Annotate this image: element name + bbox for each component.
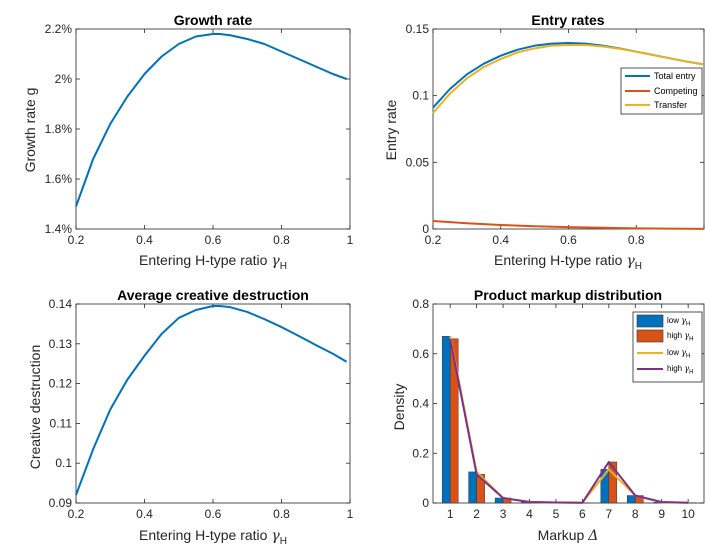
y-tick-label: 1.6% (45, 172, 73, 186)
x-tick-label: 10 (681, 507, 695, 521)
legend: low γH high γH low γH high γH (633, 312, 702, 382)
x-tick-label: 1 (347, 507, 354, 521)
x-tick-label: 1 (447, 507, 454, 521)
y-axis-label: Density (391, 384, 407, 431)
y-tick-label: 0.11 (50, 416, 73, 430)
y-axis-label: Creative destruction (27, 345, 43, 470)
x-tick-label: 4 (526, 507, 533, 521)
y-tick-label: 0.1 (412, 89, 429, 103)
y-axis-label: Growth rate g (22, 88, 38, 173)
x-tick-label: 0.8 (273, 507, 290, 521)
x-tick-label: 0.8 (628, 233, 645, 247)
x-tick-label: 0.4 (136, 507, 153, 521)
x-tick-label: 6 (579, 507, 586, 521)
x-tick-label: 2 (473, 507, 480, 521)
x-axis-label: Entering H-type ratio γH (139, 527, 287, 545)
x-tick-label: 8 (632, 507, 639, 521)
bar-low (495, 498, 503, 503)
legend-label: Transfer (654, 100, 687, 110)
y-tick-label: 0.6 (412, 347, 429, 361)
y-tick-label: 0.8 (412, 297, 429, 311)
x-tick-label: 7 (605, 507, 612, 521)
legend-swatch-low-bar (637, 315, 663, 327)
x-tick-label: 9 (658, 507, 665, 521)
y-tick-label: 1.4% (45, 222, 73, 236)
y-tick-label: 0 (422, 496, 429, 510)
y-tick-label: 2% (55, 72, 73, 86)
y-tick-label: 0.14 (49, 297, 73, 311)
legend-label: Competing (654, 86, 698, 96)
bar-low (627, 496, 635, 503)
y-tick-label: 0.4 (412, 397, 429, 411)
x-tick-label: 1 (347, 233, 354, 247)
panel-title: Product markup distribution (474, 287, 662, 303)
x-tick-label: 0.6 (205, 233, 222, 247)
x-tick-label: 0.4 (136, 233, 153, 247)
y-tick-label: 1.8% (45, 122, 73, 136)
legend-label: Total entry (654, 71, 696, 81)
legend-swatch-high-bar (637, 330, 663, 342)
x-tick-label: 0.4 (492, 233, 509, 247)
x-tick-label: 0.6 (560, 233, 577, 247)
legend: Total entry Competing Transfer (621, 68, 702, 114)
y-tick-label: 0.13 (49, 337, 73, 351)
bar-low (469, 472, 477, 503)
bar-low (442, 336, 450, 503)
panel-title: Growth rate (174, 12, 253, 28)
panel-title: Entry rates (531, 12, 604, 28)
x-tick-label: 0.6 (205, 507, 222, 521)
y-tick-label: 0.15 (406, 22, 430, 36)
y-tick-label: 0.12 (49, 377, 73, 391)
y-tick-label: 0 (422, 222, 429, 236)
x-tick-label: 5 (553, 507, 560, 521)
y-tick-label: 0.2 (412, 446, 429, 460)
y-tick-label: 0.1 (55, 456, 72, 470)
x-tick-label: 3 (500, 507, 507, 521)
y-tick-label: 2.2% (45, 22, 73, 36)
x-tick-label: 0.8 (273, 233, 290, 247)
panel-title: Average creative destruction (117, 287, 309, 303)
y-tick-label: 0.09 (49, 496, 73, 510)
y-tick-label: 0.05 (406, 155, 430, 169)
y-axis-label: Entry rate (383, 99, 399, 160)
x-axis-label: Markup Δ (538, 527, 599, 544)
